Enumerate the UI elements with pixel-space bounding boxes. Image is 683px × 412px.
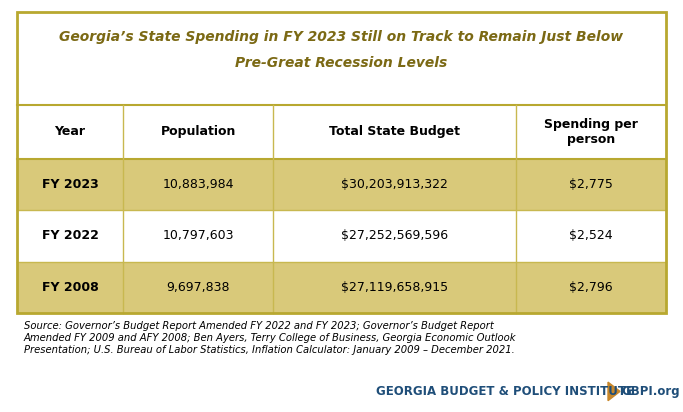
Text: Georgia’s State Spending in FY 2023 Still on Track to Remain Just Below: Georgia’s State Spending in FY 2023 Stil… (59, 30, 624, 44)
Text: $30,203,913,322: $30,203,913,322 (341, 178, 448, 191)
Text: $2,796: $2,796 (569, 281, 613, 294)
Text: Source: Governor’s Budget Report Amended FY 2022 and FY 2023; Governor’s Budget : Source: Governor’s Budget Report Amended… (24, 321, 516, 355)
Text: 10,797,603: 10,797,603 (163, 229, 234, 242)
Text: $2,775: $2,775 (569, 178, 613, 191)
Polygon shape (608, 382, 620, 400)
Text: Pre-Great Recession Levels: Pre-Great Recession Levels (236, 56, 447, 70)
Text: FY 2022: FY 2022 (42, 229, 98, 242)
Text: Population: Population (161, 125, 236, 138)
Text: $2,524: $2,524 (569, 229, 613, 242)
Text: FY 2008: FY 2008 (42, 281, 98, 294)
Text: FY 2023: FY 2023 (42, 178, 98, 191)
Text: 9,697,838: 9,697,838 (167, 281, 229, 294)
Text: GBPI.org: GBPI.org (622, 385, 680, 398)
Text: GEORGIA BUDGET & POLICY INSTITUTE: GEORGIA BUDGET & POLICY INSTITUTE (376, 385, 634, 398)
Text: $27,252,569,596: $27,252,569,596 (341, 229, 448, 242)
Text: $27,119,658,915: $27,119,658,915 (341, 281, 448, 294)
Text: 10,883,984: 10,883,984 (163, 178, 234, 191)
Text: Total State Budget: Total State Budget (329, 125, 460, 138)
Text: Year: Year (55, 125, 85, 138)
Text: Spending per
person: Spending per person (544, 118, 638, 146)
